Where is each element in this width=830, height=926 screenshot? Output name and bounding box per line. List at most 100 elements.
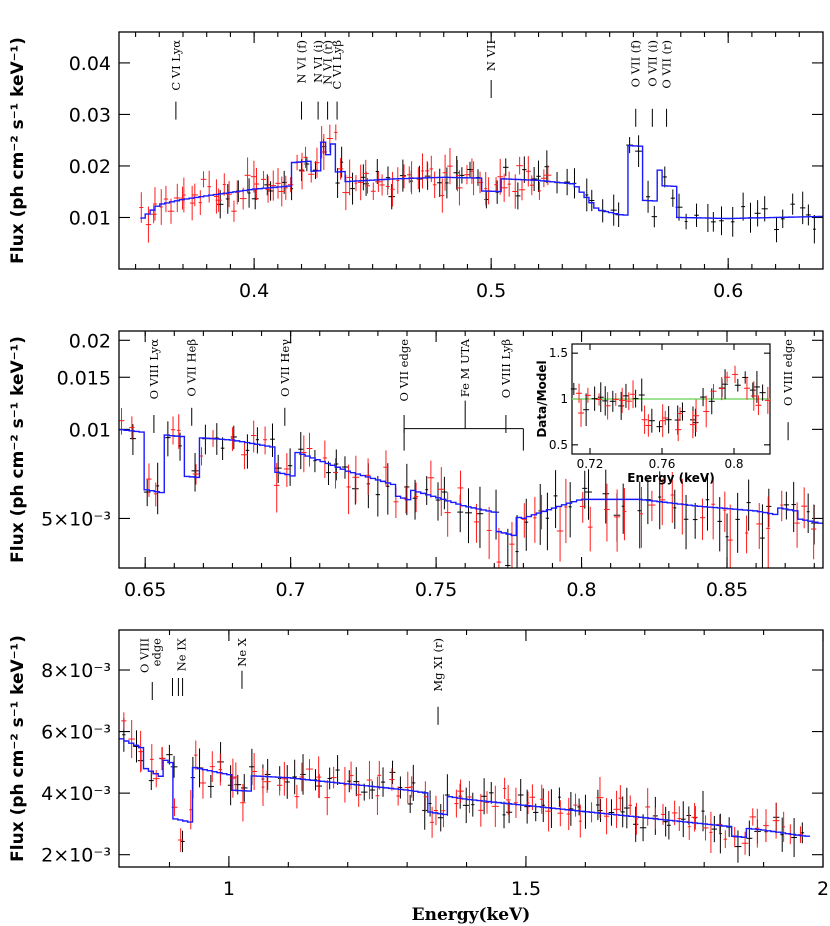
data-point xyxy=(694,203,699,227)
data-point xyxy=(596,776,604,819)
data-point xyxy=(608,799,615,826)
inset-point xyxy=(708,388,715,415)
data-point xyxy=(478,793,484,827)
data-point xyxy=(313,450,317,473)
data-point xyxy=(306,432,313,467)
data-point xyxy=(604,483,610,542)
data-point xyxy=(213,179,219,214)
data-point xyxy=(145,206,152,243)
data-point xyxy=(473,503,480,543)
data-point xyxy=(459,167,465,184)
data-point xyxy=(231,200,237,222)
panel-frame xyxy=(118,330,824,569)
data-point xyxy=(670,472,675,523)
data-point xyxy=(699,498,706,541)
data-point xyxy=(396,167,400,194)
data-point xyxy=(744,515,749,554)
data-point xyxy=(335,755,340,785)
data-point xyxy=(166,744,173,765)
data-point xyxy=(602,469,610,524)
data-point xyxy=(521,503,527,538)
inset-point xyxy=(676,407,683,420)
data-point xyxy=(556,506,564,562)
data-point xyxy=(129,424,136,456)
data-point xyxy=(341,456,349,479)
data-point xyxy=(733,826,737,848)
data-point xyxy=(148,771,154,791)
inset-point xyxy=(755,395,762,416)
data-point xyxy=(648,490,656,522)
data-point xyxy=(746,479,751,531)
data-point xyxy=(526,791,530,815)
data-point xyxy=(755,808,760,848)
inset-y-tick-label: 0.5 xyxy=(549,438,568,452)
data-point xyxy=(222,173,226,196)
data-point xyxy=(173,183,181,213)
data-point xyxy=(176,414,181,449)
data-point xyxy=(386,463,390,515)
data-point xyxy=(226,181,232,208)
data-point xyxy=(435,482,441,521)
data-point xyxy=(735,492,740,553)
data-point xyxy=(298,159,305,181)
data-point xyxy=(524,498,529,551)
data-point xyxy=(683,494,689,550)
data-point xyxy=(484,190,489,209)
data-point xyxy=(300,754,306,795)
data-point xyxy=(564,168,570,196)
data-point xyxy=(635,135,643,168)
data-point xyxy=(377,760,382,790)
data-point xyxy=(687,813,691,840)
data-point xyxy=(633,806,639,842)
y-tick-label: 2×10⁻³ xyxy=(41,845,111,867)
data-point xyxy=(153,482,158,507)
data-point xyxy=(360,164,366,191)
data-point xyxy=(760,504,765,568)
inset-point xyxy=(734,378,741,392)
data-point xyxy=(557,800,564,827)
line-annotation: Ne IX xyxy=(174,637,188,671)
data-point xyxy=(437,467,445,517)
data-point xyxy=(710,212,716,232)
data-point xyxy=(437,168,443,197)
data-point xyxy=(651,205,658,228)
line-annotation: O VII (f) xyxy=(629,40,643,87)
data-point xyxy=(677,806,682,831)
data-point xyxy=(810,504,818,545)
y-tick-label: 0.01 xyxy=(69,419,111,441)
data-point xyxy=(354,175,358,192)
data-point xyxy=(634,802,639,835)
data-point xyxy=(191,452,199,492)
inset-point xyxy=(604,392,611,420)
inset-x-tick-label: 0.76 xyxy=(649,457,676,471)
data-point xyxy=(579,491,586,523)
line-annotation: O VII Heβ xyxy=(185,339,199,397)
data-point xyxy=(536,160,541,192)
data-point xyxy=(464,165,470,185)
line-annotation: O VIII edge xyxy=(781,339,795,406)
line-annotation: C VI Lyα xyxy=(169,40,183,91)
data-point xyxy=(481,778,487,815)
data-point xyxy=(515,182,521,210)
data-point xyxy=(465,488,472,544)
y-tick-label: 0.02 xyxy=(69,156,111,178)
inset-point xyxy=(576,383,583,403)
line-annotation: Ne X xyxy=(235,637,249,667)
data-point xyxy=(496,527,502,568)
line-annotation: O VII Heγ xyxy=(278,339,292,397)
data-point xyxy=(613,790,620,828)
data-point xyxy=(299,152,305,190)
data-point xyxy=(276,775,283,796)
plot-area xyxy=(119,712,811,863)
data-point xyxy=(170,755,178,778)
y-tick-label: 0.02 xyxy=(69,330,111,352)
data-point xyxy=(385,177,390,196)
data-point xyxy=(427,460,435,498)
data-point xyxy=(326,461,331,486)
data-point xyxy=(507,171,511,197)
inset-point xyxy=(618,391,625,420)
data-point xyxy=(404,771,411,804)
data-point xyxy=(484,172,488,206)
data-point xyxy=(502,801,506,829)
